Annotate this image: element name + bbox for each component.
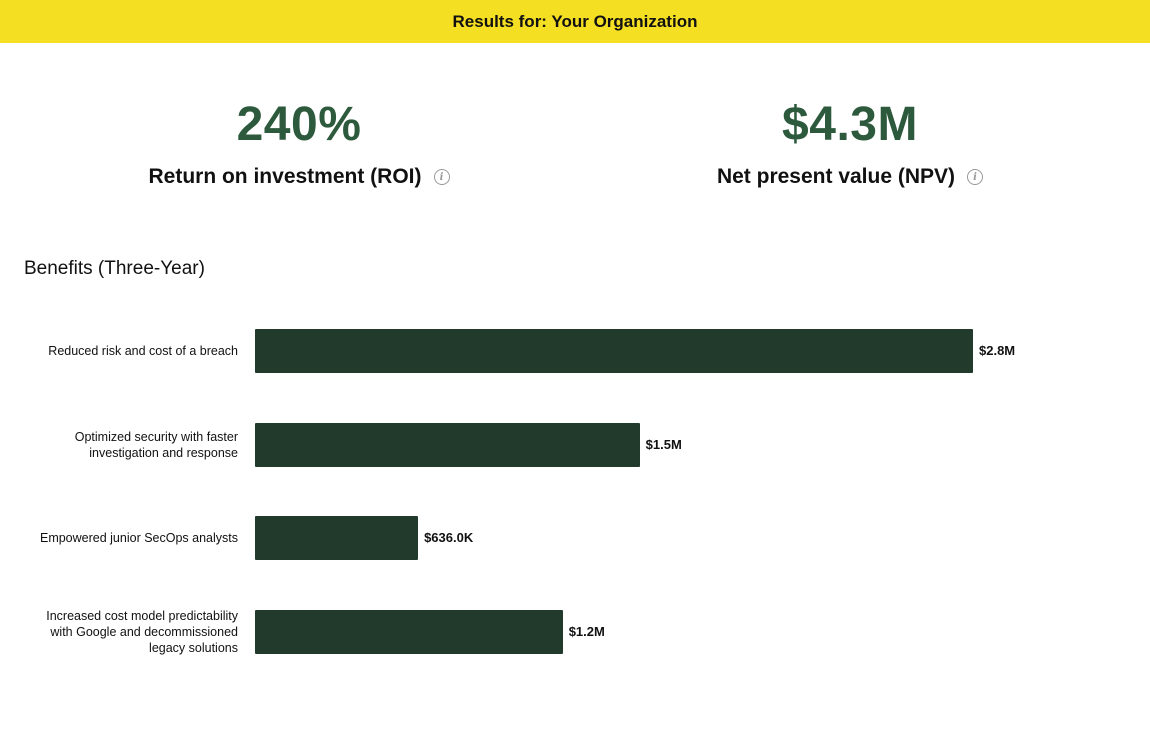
category-label: Increased cost model predictability with… <box>46 609 238 655</box>
bar <box>255 610 563 654</box>
bar <box>255 516 419 560</box>
npv-kpi: $4.3M Net present value (NPV) i <box>600 95 1100 189</box>
info-icon[interactable]: i <box>967 169 984 185</box>
bar <box>255 329 973 373</box>
value-label: $636.0K <box>424 530 474 545</box>
roi-value: 240% <box>236 98 362 151</box>
roi-kpi: 240% Return on investment (ROI) i <box>49 95 549 189</box>
npv-label: Net present value (NPV) <box>716 165 956 188</box>
value-label: $1.5M <box>645 437 682 452</box>
value-label: $2.8M <box>979 343 1016 358</box>
npv-value: $4.3M <box>782 98 918 151</box>
category-label: Reduced risk and cost of a breach <box>48 344 238 358</box>
value-label: $1.2M <box>568 624 605 639</box>
info-icon[interactable]: i <box>433 169 450 185</box>
category-label: Optimized security with faster investiga… <box>74 430 238 460</box>
bar <box>255 423 640 467</box>
banner-title: Results for: Your Organization <box>452 11 698 31</box>
roi-label: Return on investment (ROI) <box>148 165 422 188</box>
chart-title: Benefits (Three-Year) <box>24 258 205 279</box>
category-label: Empowered junior SecOps analysts <box>39 531 238 545</box>
results-banner: Results for: Your Organization <box>0 0 1150 43</box>
